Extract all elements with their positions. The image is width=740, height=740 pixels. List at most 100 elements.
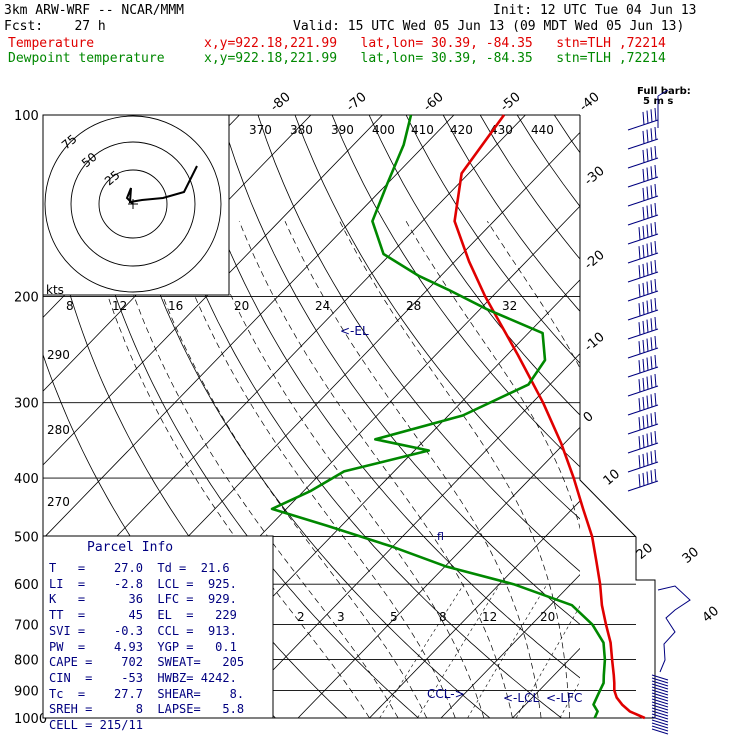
wind-barb	[627, 271, 659, 283]
wind-barb-surface	[651, 686, 669, 693]
wind-barb-feather	[654, 354, 657, 369]
theta-label: 280	[47, 423, 70, 437]
pressure-tick-label: 500	[14, 530, 39, 545]
isotherm-label: 40	[700, 604, 722, 626]
wind-barb-feather	[646, 319, 649, 333]
dry-adiabat-line	[183, 115, 580, 718]
wind-barb-feather	[638, 246, 641, 260]
wind-barb-surface	[651, 695, 669, 702]
wind-barb-feather	[638, 379, 641, 393]
isotherm-line	[43, 115, 383, 718]
wind-barb-feather	[642, 187, 645, 201]
dry-adiabat-line	[591, 115, 740, 731]
wind-barb-legend-label: Full barb:	[637, 86, 691, 97]
dry-adiabat-line	[702, 115, 740, 731]
wind-barb-surface	[651, 728, 669, 735]
valid-time: Valid: 15 UTC Wed 05 Jun 13 (09 MDT Wed …	[293, 19, 685, 34]
wind-barb-feather	[646, 338, 649, 352]
dry-adiabat-line	[628, 115, 740, 731]
moist-adiabat-line	[136, 221, 428, 718]
wind-barb-surface	[651, 725, 669, 732]
wind-barb-feather	[646, 433, 649, 447]
theta-label: 380	[290, 123, 313, 137]
dry-adiabat-line	[516, 115, 580, 718]
parcel-info-line: TT = 45 EL = 229	[49, 608, 237, 623]
dry-adiabat-line	[109, 115, 506, 718]
parcel-info-line: PW = 4.93 YGP = 0.1	[49, 639, 237, 654]
pressure-tick-label: 1000	[14, 712, 47, 727]
init-time: Init: 12 UTC Tue 04 Jun 13	[493, 3, 697, 18]
wind-barb-feather	[646, 414, 649, 428]
pressure-tick-label: 300	[14, 397, 39, 412]
dry-adiabat-line	[72, 115, 434, 718]
wind-barb-feather	[646, 148, 649, 162]
pressure-tick-label: 600	[14, 578, 39, 593]
wind-barb-feather	[654, 202, 657, 217]
wind-barb-feather	[638, 474, 641, 488]
wind-barb-feather	[646, 376, 649, 390]
wind-barb	[627, 157, 659, 169]
wind-barb-feather	[650, 242, 653, 256]
dry-adiabat-line	[665, 115, 740, 731]
wind-barb-feather	[650, 223, 653, 237]
moist-adiabat-line	[284, 221, 542, 718]
wind-barb-surface	[651, 698, 669, 705]
wind-barb-feather	[642, 339, 645, 353]
wind-barb-feather	[650, 280, 653, 294]
parcel-info-line: CELL = 215/11	[49, 718, 143, 732]
hodograph-trace	[125, 165, 198, 205]
wind-barb-feather	[642, 244, 645, 258]
wind-barb-feather	[654, 449, 657, 464]
wind-barb-feather	[638, 303, 641, 317]
parcel-info-line: T = 27.0 Td = 21.6	[49, 561, 230, 575]
wind-barb-feather	[654, 373, 657, 388]
wind-barb-feather	[650, 166, 653, 180]
wind-barb-feather	[642, 225, 645, 239]
mixing-ratio-label: 2	[297, 610, 305, 624]
wind-barb-surface	[651, 710, 669, 717]
wind-barb-feather	[654, 183, 657, 198]
wind-barb-feather	[654, 411, 657, 426]
parcel-info-line: CAPE = 702 SWEAT= 205	[49, 655, 245, 670]
theta-label: 390	[331, 123, 354, 137]
dry-adiabat-line	[146, 115, 579, 718]
isotherm-line	[727, 115, 740, 718]
wind-barb-feather	[642, 301, 645, 315]
wind-barb	[627, 366, 659, 378]
wind-barb-feather	[638, 322, 641, 336]
wind-barb-feather	[646, 262, 649, 276]
wind-barb-feather	[654, 335, 657, 350]
moist-adiabat-line	[339, 221, 571, 718]
wind-barb-surface	[651, 674, 669, 681]
wind-barb	[627, 214, 659, 226]
theta-label: 270	[47, 495, 70, 509]
wind-barb-feather	[650, 451, 653, 465]
wind-barb	[627, 233, 659, 245]
dry-adiabat-line	[331, 115, 580, 718]
parcel-info-line: K = 36 LFC = 929.	[49, 592, 237, 607]
isotherm-label: -60	[421, 90, 447, 115]
theta-label: 290	[47, 348, 70, 362]
wind-barb-feather	[642, 111, 645, 125]
isotherm-line	[440, 115, 580, 718]
pressure-tick-label: 200	[14, 291, 39, 306]
wind-barb-feather	[654, 278, 657, 293]
pressure-tick-label: 400	[14, 472, 39, 487]
moist-adiabat-line	[166, 221, 456, 718]
hodograph-xtick-label: 16	[168, 299, 183, 313]
moist-adiabat-line	[238, 221, 513, 718]
wind-barb-feather	[650, 413, 653, 427]
wind-barb-feather	[654, 221, 657, 236]
freezing-level-marker: fl	[437, 530, 444, 543]
temperature-station-info: x,y=922.18,221.99 lat,lon= 30.39, -84.35…	[204, 36, 666, 51]
wind-barb-feather	[646, 281, 649, 295]
wind-barb-feather	[650, 147, 653, 161]
wind-barb-feather	[638, 265, 641, 279]
wind-barb-feather	[654, 430, 657, 445]
wind-barb-feather	[638, 436, 641, 450]
wind-barb-feather	[654, 259, 657, 274]
theta-label: 440	[531, 123, 554, 137]
wind-barb-feather	[642, 358, 645, 372]
